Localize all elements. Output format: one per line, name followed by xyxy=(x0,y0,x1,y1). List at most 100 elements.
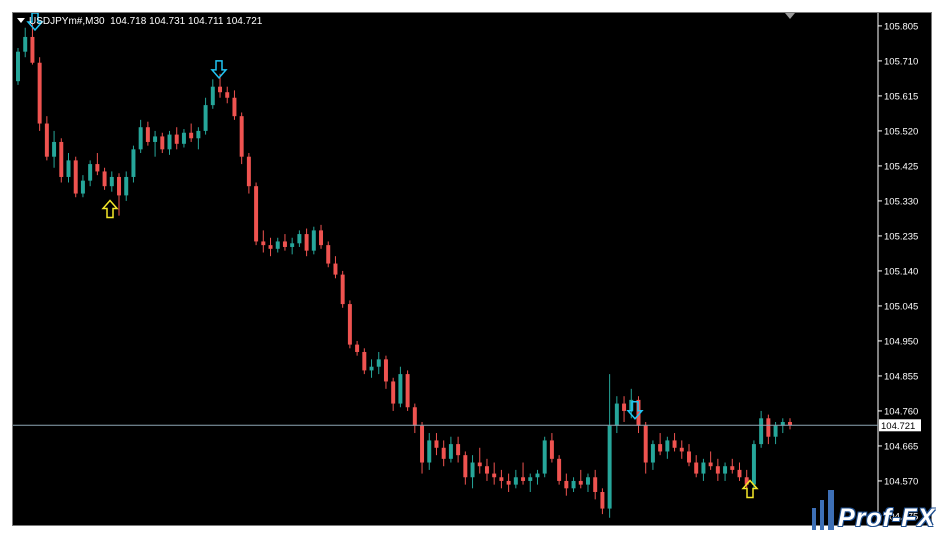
candle-body xyxy=(73,160,78,194)
candle-body xyxy=(189,132,194,139)
candle-body xyxy=(484,466,489,474)
candle-body xyxy=(59,141,64,177)
candle-body xyxy=(340,274,345,305)
candle-body xyxy=(499,477,504,481)
price-axis-label: 105.330 xyxy=(884,196,918,207)
candle-body xyxy=(557,458,562,481)
candle-body xyxy=(694,462,699,474)
price-axis-label: 105.710 xyxy=(884,56,918,67)
sell-arrow-icon xyxy=(26,13,44,32)
candle-body xyxy=(246,156,251,187)
candle-body xyxy=(66,160,71,177)
candle-body xyxy=(585,477,590,485)
candle-body xyxy=(109,176,114,187)
price-axis-label: 104.475 xyxy=(884,511,918,522)
candle-body xyxy=(268,245,273,249)
candle-body xyxy=(275,241,280,249)
candle-body xyxy=(535,473,540,478)
candle-body xyxy=(261,241,266,246)
price-axis-label: 104.570 xyxy=(884,476,918,487)
candle-body xyxy=(665,440,670,452)
candle-body xyxy=(391,381,396,404)
candle-body xyxy=(290,243,295,247)
candle-body xyxy=(434,440,439,448)
candle-body xyxy=(203,105,208,131)
candle-body xyxy=(744,477,749,485)
sell-arrow-icon xyxy=(626,400,644,420)
candle-body xyxy=(420,425,425,463)
candle-body xyxy=(528,477,533,481)
price-chart[interactable]: 105.805 105.710 105.615 105.520 105.425 105.3… xyxy=(13,13,932,526)
candle-body xyxy=(730,466,735,470)
candle-body xyxy=(614,403,619,426)
candle-body xyxy=(239,116,244,157)
dropdown-triangle-icon[interactable] xyxy=(17,17,25,23)
candle-body xyxy=(174,134,179,144)
candle-body xyxy=(333,263,338,275)
candle-body xyxy=(52,141,57,157)
candle-body xyxy=(506,480,511,485)
candle-body xyxy=(37,62,42,124)
price-axis-label: 105.805 xyxy=(884,21,918,32)
price-axis-label: 104.665 xyxy=(884,441,918,452)
candle-body xyxy=(88,164,93,181)
candle-body xyxy=(564,480,569,489)
candle-body xyxy=(232,97,237,117)
candle-body xyxy=(196,130,201,139)
chart-window[interactable]: 105.805 105.710 105.615 105.520 105.425 105.3… xyxy=(12,12,932,526)
price-axis-label: 104.855 xyxy=(884,371,918,382)
candle-body xyxy=(622,403,627,411)
candle-body xyxy=(643,425,648,463)
candle-body xyxy=(117,176,121,196)
candle-body xyxy=(456,444,461,456)
candle-body xyxy=(376,359,381,367)
candle-body xyxy=(780,421,785,426)
candle-body xyxy=(167,134,172,150)
price-axis-label: 105.235 xyxy=(884,231,918,242)
price-axis-label: 105.615 xyxy=(884,91,918,102)
candle-body xyxy=(448,444,453,459)
candle-body xyxy=(672,440,677,448)
candle-body xyxy=(679,447,684,452)
candle-body xyxy=(210,86,215,106)
candle-body xyxy=(405,374,410,408)
candle-body xyxy=(542,440,547,474)
candle-body xyxy=(218,86,223,93)
candle-body xyxy=(412,407,417,426)
chart-shift-marker-icon[interactable] xyxy=(785,13,795,19)
candle-body xyxy=(102,171,107,187)
candle-body xyxy=(463,455,468,478)
candle-body xyxy=(138,127,143,150)
candle-body xyxy=(153,136,158,142)
candle-body xyxy=(16,51,20,82)
symbol-label: USDJPYm#,M30 xyxy=(29,16,105,27)
prof-fx-logo-icon xyxy=(812,490,834,530)
candle-body xyxy=(658,444,663,452)
candle-body xyxy=(751,444,756,485)
candle-body xyxy=(470,462,475,478)
candle-body xyxy=(636,399,641,426)
candle-body xyxy=(145,127,150,142)
candle-body xyxy=(347,304,352,345)
candle-body xyxy=(701,462,706,474)
candle-body xyxy=(254,186,259,242)
current-price-tag xyxy=(879,419,921,432)
candle-body xyxy=(441,447,446,459)
candle-body xyxy=(759,418,764,445)
candle-body xyxy=(225,92,230,98)
price-axis-label: 104.950 xyxy=(884,336,918,347)
price-axis-label: 105.045 xyxy=(884,301,918,312)
ohlc-values: 104.718 104.731 104.711 104.721 xyxy=(110,16,263,27)
candle-body xyxy=(297,234,302,244)
candle-body xyxy=(282,241,287,247)
chart-header: USDJPYm#,M30 104.718 104.731 104.711 104… xyxy=(17,16,262,27)
sell-arrow-icon xyxy=(210,60,228,80)
candle-body xyxy=(513,477,518,485)
candle-body xyxy=(723,466,728,474)
candle-body xyxy=(600,491,605,509)
candle-body xyxy=(80,180,85,194)
candle-body xyxy=(578,480,583,485)
candle-body xyxy=(607,425,612,509)
buy-arrow-icon xyxy=(741,479,759,499)
candle-body xyxy=(369,366,374,371)
